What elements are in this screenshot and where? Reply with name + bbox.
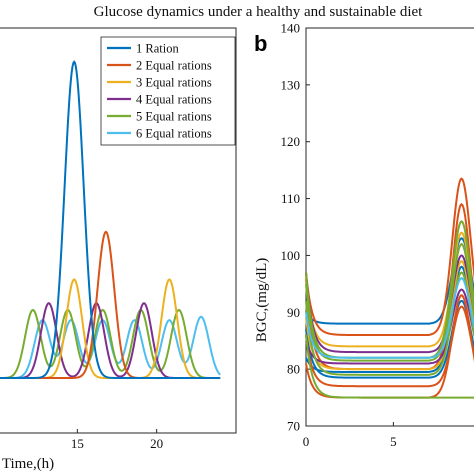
panel-b-x-tick-label: 0: [303, 434, 310, 449]
panel-a-series-line: [0, 60, 221, 379]
panel-b-series-line: [305, 288, 474, 365]
legend-entry-label: 5 Equal rations: [136, 110, 212, 124]
legend-entry-label: 2 Equal rations: [136, 59, 212, 73]
legend-entry-label: 6 Equal rations: [136, 127, 212, 141]
panel-b-y-tick-label: 110: [281, 191, 300, 206]
panel-a-series-line: [0, 230, 221, 379]
panel-b-y-tick-label: 70: [287, 419, 300, 434]
panel-b-frame: [305, 27, 474, 427]
panel-a-x-axis-label: Time,(h): [2, 456, 54, 472]
panel-b-y-tick-label: 120: [281, 134, 301, 149]
panel-b: b 70 80 90 100 110 120 130 140 0 5 BGC,(mg/dL): [254, 21, 474, 450]
legend-entry-label: 1 Ration: [136, 42, 179, 56]
panel-b-x-tick-label: 5: [390, 434, 397, 449]
panel-a-ticks: 15 20: [71, 429, 163, 451]
panel-b-series-line: [305, 259, 474, 371]
legend-entry-label: 4 Equal rations: [136, 93, 212, 107]
panel-b-series-line: [305, 177, 474, 337]
panel-b-series-line: [305, 277, 474, 359]
panel-a-x-tick-label: 20: [150, 436, 163, 451]
figure-title: Glucose dynamics under a healthy and sus…: [94, 4, 423, 20]
panel-b-y-tick-label: 80: [287, 362, 300, 377]
panel-a-series-line: [0, 308, 221, 379]
panel-a-frame: [0, 27, 237, 434]
panel-b-y-tick-label: 90: [287, 305, 300, 320]
legend-entry-label: 3 Equal rations: [136, 76, 212, 90]
panel-b-series-line: [305, 305, 474, 388]
panel-b-ticks: 70 80 90 100 110 120 130 140 0 5: [281, 21, 397, 450]
panel-b-series-line: [305, 242, 474, 362]
panel-b-y-tick-label: 140: [281, 21, 301, 36]
panel-b-series-line: [305, 334, 474, 399]
legend-box: [100, 36, 236, 146]
panel-b-lines: [305, 177, 474, 399]
panel-b-letter: b: [254, 31, 267, 56]
panel-b-y-tick-label: 100: [281, 248, 301, 263]
panel-b-y-tick-label: 130: [281, 77, 301, 92]
legend: 1 Ration 2 Equal rations 3 Equal rations 4 …: [100, 36, 236, 146]
panel-a-x-tick-label: 15: [71, 436, 84, 451]
panel-a-lines: [0, 60, 221, 379]
panel-b-series-line: [305, 254, 474, 354]
panel-b-y-axis-label: BGC,(mg/dL): [254, 258, 270, 343]
